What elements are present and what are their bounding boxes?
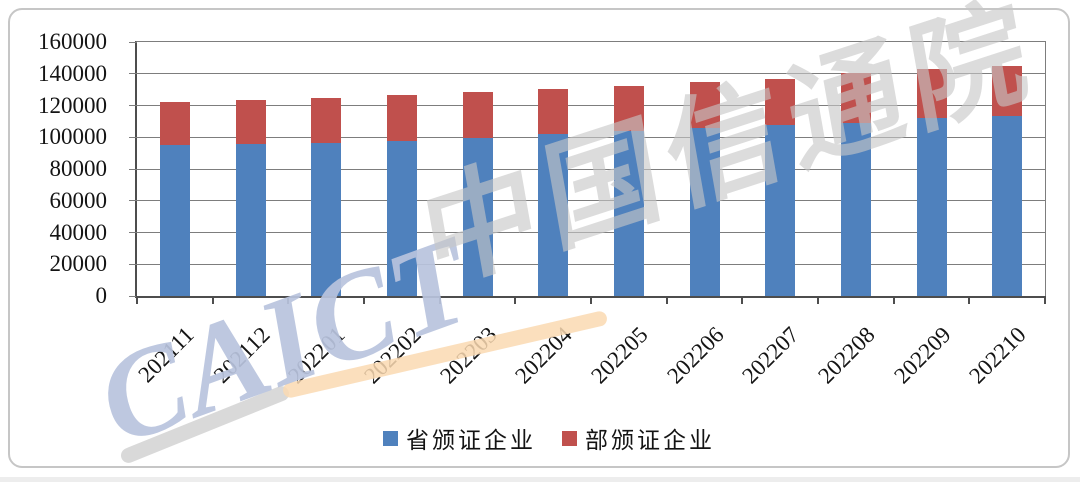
bar-segment-province	[613, 130, 644, 296]
bar-segment-ministry	[916, 69, 947, 118]
x-axis-tick	[590, 296, 592, 304]
bar-segment-ministry	[765, 78, 796, 126]
x-axis-tick	[438, 296, 441, 304]
y-axis-label: 40000	[49, 219, 108, 245]
y-axis-label: 80000	[49, 156, 108, 181]
bar-segment-ministry	[992, 65, 1023, 116]
bar-segment-province	[840, 122, 871, 296]
x-axis-tick	[817, 296, 819, 304]
bar-segment-ministry	[689, 81, 720, 128]
bar-segment-ministry	[159, 101, 190, 146]
y-axis-label: 0	[95, 283, 108, 308]
y-axis-tick	[129, 41, 137, 43]
bar-segment-province	[689, 127, 720, 296]
chart-legend: 省颁证企业 部颁证企业	[383, 421, 715, 455]
gridline	[129, 263, 1045, 265]
legend-swatch-blue-icon	[383, 430, 398, 446]
y-axis-label: 120000	[38, 92, 107, 118]
bar-segment-ministry	[538, 89, 569, 135]
bar-segment-province	[538, 134, 569, 296]
legend-item-province: 省颁证企业	[383, 421, 536, 455]
legend-label-province: 省颁证企业	[406, 428, 536, 453]
legend-item-ministry: 部颁证企业	[562, 421, 715, 455]
y-axis-tick	[129, 168, 137, 170]
y-axis-tick	[129, 263, 137, 265]
page-edge-strip	[0, 477, 1080, 482]
bar-segment-province	[992, 115, 1023, 296]
plot-area: 0 20000 40000 60000 80000 100000 120000 140000 1…	[38, 29, 1046, 388]
bar-segment-province	[159, 145, 190, 296]
gridline	[129, 105, 1045, 106]
y-axis-label: 20000	[49, 251, 108, 277]
y-axis-tick	[129, 73, 137, 75]
legend-swatch-red-icon	[562, 430, 577, 446]
bar-segment-province	[235, 144, 266, 296]
bar-segment-province	[916, 117, 947, 296]
y-axis-label: 160000	[38, 29, 107, 54]
x-axis-tick	[665, 296, 668, 304]
bar-segment-ministry	[235, 99, 266, 145]
gridline	[129, 232, 1045, 233]
x-axis-tick	[741, 296, 744, 304]
x-axis-tick	[1044, 296, 1046, 304]
y-axis-tick	[129, 136, 137, 138]
y-axis-label: 60000	[49, 187, 108, 213]
x-axis-tick	[892, 296, 895, 304]
bar-segment-ministry	[613, 86, 644, 131]
gridline	[129, 136, 1045, 138]
y-axis-tick	[129, 295, 137, 297]
y-axis-label: 140000	[38, 60, 107, 86]
y-axis-tick	[129, 200, 137, 202]
x-axis-tick	[136, 296, 138, 304]
gridline	[129, 73, 1045, 75]
bar-segment-province	[311, 142, 342, 296]
bar-segment-province	[386, 140, 417, 296]
x-axis-tick	[287, 296, 290, 304]
bar-segment-ministry	[386, 95, 417, 141]
bar-segment-province	[462, 138, 493, 296]
y-axis-tick	[129, 105, 137, 106]
x-axis-tick	[363, 296, 365, 304]
x-axis-tick	[211, 296, 214, 304]
x-axis-tick	[514, 296, 517, 304]
gridline	[129, 168, 1045, 170]
bar-segment-ministry	[840, 72, 871, 123]
legend-label-ministry: 部颁证企业	[585, 428, 715, 453]
bar-segment-province	[765, 125, 796, 296]
bar-segment-ministry	[462, 91, 493, 139]
y-axis-tick	[129, 232, 137, 233]
gridline	[129, 200, 1045, 202]
bar-segment-ministry	[311, 97, 342, 143]
y-axis-label: 100000	[38, 124, 107, 150]
x-axis-tick	[968, 296, 971, 304]
